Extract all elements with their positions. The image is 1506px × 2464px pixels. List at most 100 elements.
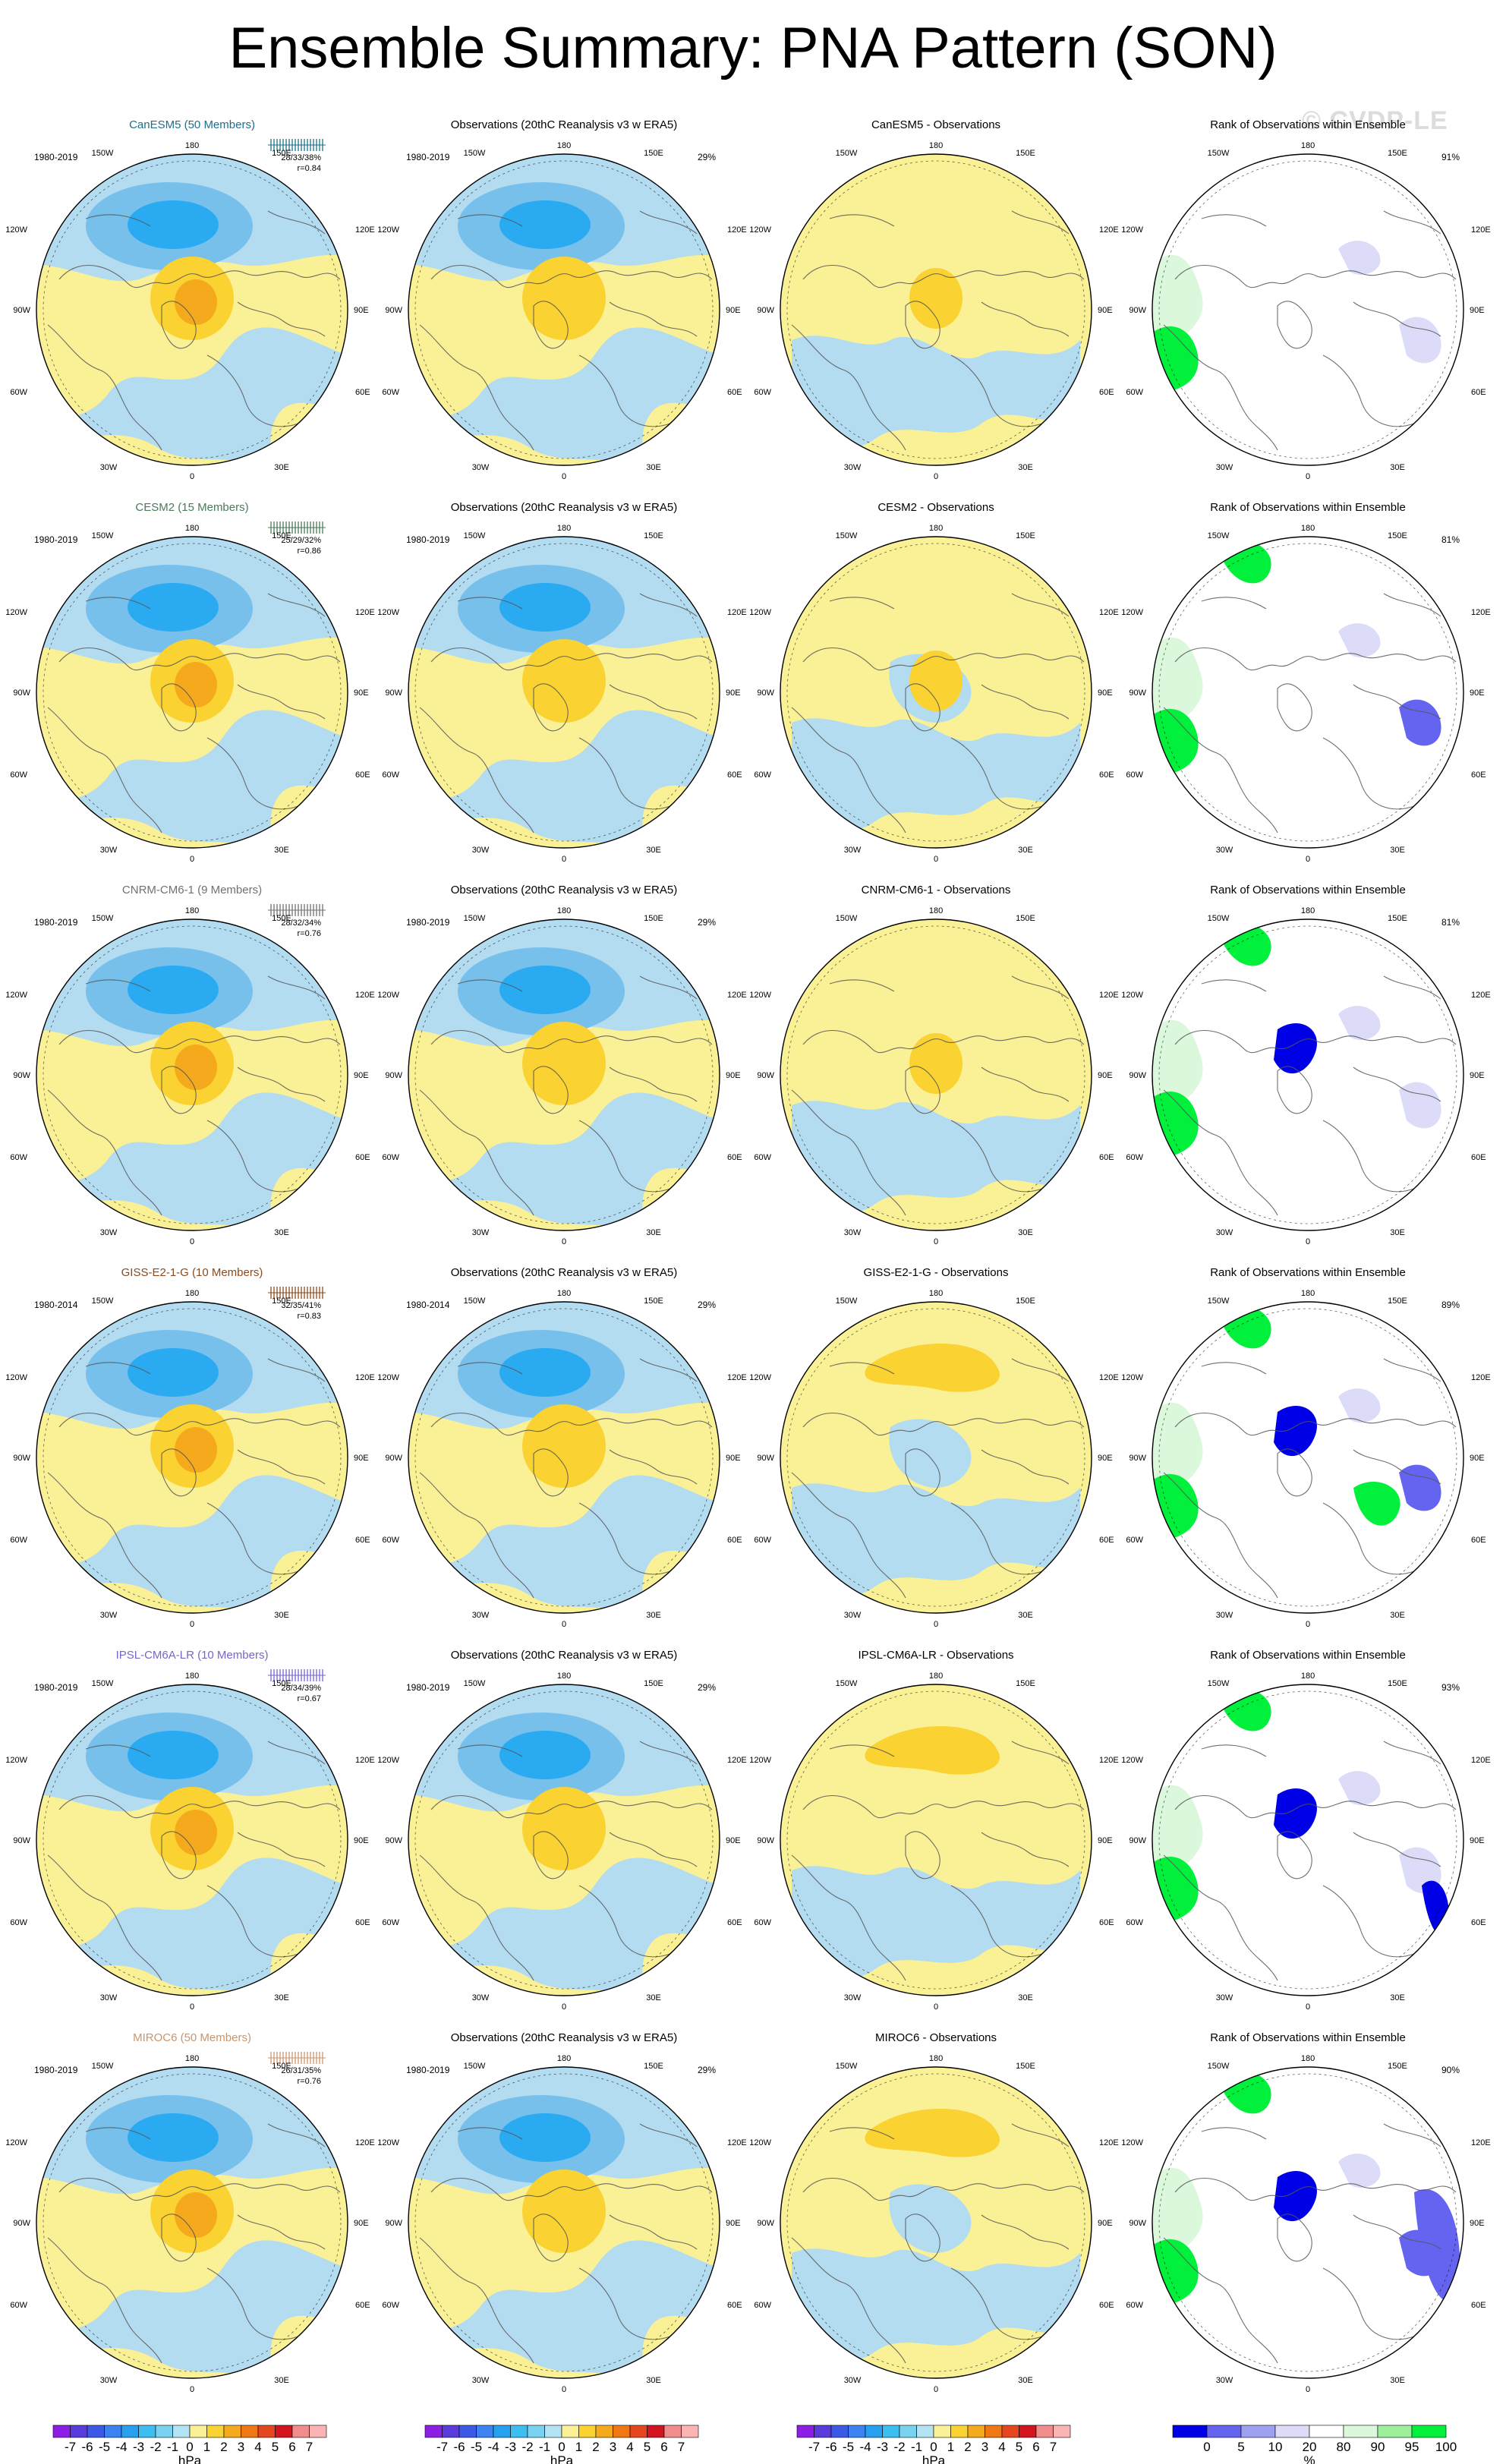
map-label-ll: 60W — [754, 1918, 771, 1927]
map-label-mr: 90E — [726, 1071, 741, 1080]
map-label-ml: 90W — [1129, 688, 1146, 698]
map-label-top: 180 — [185, 1672, 199, 1681]
map-label-bottom: 0 — [1306, 1620, 1310, 1629]
map-label-top: 180 — [557, 1289, 571, 1298]
obs-panel-title: Observations (20thC Reanalysis v3 w ERA5… — [451, 1649, 677, 1662]
map-label-ul: 120W — [749, 608, 771, 617]
map-label-ur: 120E — [1099, 225, 1119, 235]
colorbar-tick-label: 0 — [186, 2440, 193, 2454]
obs-percent: 29% — [698, 917, 716, 928]
map-label-lr: 60E — [355, 1153, 370, 1162]
map-label-ll: 60W — [754, 2301, 771, 2310]
colorbar-swatch — [1309, 2425, 1344, 2438]
map-label-bl: 30W — [472, 846, 490, 855]
map-label-ur: 120E — [727, 991, 747, 1000]
map-label-tl: 150W — [836, 149, 858, 158]
map-label-top: 180 — [1301, 141, 1315, 150]
map-label-lr: 60E — [1471, 1153, 1486, 1162]
colorbar-swatch — [629, 2425, 647, 2438]
map-label-ur: 120E — [1471, 225, 1491, 235]
rank-panel-title: Rank of Observations within Ensemble — [1210, 501, 1406, 514]
colorbar-tick-label: -3 — [505, 2440, 516, 2454]
map-label-bottom: 0 — [934, 472, 938, 481]
map-label-tr: 150E — [644, 2062, 663, 2071]
colorbar-swatch — [241, 2425, 259, 2438]
model-stats: 28/33/38% — [281, 153, 321, 162]
colorbar-tick-label: 100 — [1435, 2440, 1457, 2454]
map-label-tl: 150W — [836, 914, 858, 923]
map-label-bl: 30W — [472, 463, 490, 472]
colorbar-swatch — [52, 2425, 71, 2438]
map-label-ul: 120W — [749, 991, 771, 1000]
colorbar-tick-label: 95 — [1405, 2440, 1419, 2454]
map-label-ml: 90W — [13, 2219, 30, 2228]
map-label-ul: 120W — [1121, 1373, 1143, 1382]
obs-period: 1980-2019 — [406, 534, 450, 545]
member-spread-icon — [268, 904, 326, 916]
map-label-tl: 150W — [92, 531, 114, 540]
colorbar-tick-label: 1 — [203, 2440, 210, 2454]
map-label-br: 30E — [646, 2376, 661, 2385]
colorbar-swatch — [1035, 2425, 1054, 2438]
rank-percent: 89% — [1441, 1300, 1460, 1310]
map-label-ml: 90W — [757, 1071, 774, 1080]
colorbar-swatch — [899, 2425, 917, 2438]
map-label-br: 30E — [1018, 2376, 1033, 2385]
map-label-ll: 60W — [754, 1536, 771, 1545]
map-label-top: 180 — [929, 524, 943, 533]
map-label-tl: 150W — [464, 531, 486, 540]
map-label-bl: 30W — [100, 1228, 118, 1237]
colorbar-swatch — [291, 2425, 310, 2438]
map-label-ll: 60W — [10, 1536, 27, 1545]
colorbar-swatch — [189, 2425, 207, 2438]
map-label-lr: 60E — [727, 1918, 742, 1927]
colorbar-swatch — [865, 2425, 883, 2438]
map-label-br: 30E — [1018, 463, 1033, 472]
model-period: 1980-2014 — [34, 1300, 78, 1310]
map-label-bottom: 0 — [1306, 855, 1310, 864]
colorbar-tick-label: 10 — [1268, 2440, 1283, 2454]
map-label-bl: 30W — [844, 846, 862, 855]
colorbar-tick-label: -3 — [877, 2440, 888, 2454]
model-panel: CanESM5 (50 Members) 1980-2019 28/33/38% r=… — [5, 118, 374, 481]
colorbar-tick-label: 2 — [220, 2440, 227, 2454]
map-label-ll: 60W — [382, 1918, 399, 1927]
map-label-top: 180 — [185, 2054, 199, 2063]
colorbar-tick-label: 6 — [660, 2440, 667, 2454]
map-label-br: 30E — [646, 1993, 661, 2002]
colorbar-swatch — [1274, 2425, 1310, 2438]
map-label-bottom: 0 — [562, 1620, 566, 1629]
map-label-br: 30E — [274, 463, 289, 472]
map-label-mr: 90E — [354, 688, 369, 698]
map-label-tl: 150W — [92, 1297, 114, 1306]
map-label-mr: 90E — [1470, 306, 1485, 315]
colorbar-tick-label: -7 — [65, 2440, 76, 2454]
diff-panel: IPSL-CM6A-LR - Observations 180 0 150W 150E 1… — [749, 1649, 1118, 2012]
page-title: Ensemble Summary: PNA Pattern (SON) — [228, 16, 1278, 80]
colorbar-tick-label: 6 — [288, 2440, 295, 2454]
colorbar-tick-label: 7 — [678, 2440, 685, 2454]
map-label-ur: 120E — [355, 2138, 375, 2147]
colorbar-tick-label: -7 — [808, 2440, 820, 2454]
map-label-lr: 60E — [1471, 1536, 1486, 1545]
watermark: © CVDP-LE — [1302, 106, 1448, 135]
map-label-tl: 150W — [836, 2062, 858, 2071]
map-label-top: 180 — [557, 2054, 571, 2063]
colorbar-swatch — [663, 2425, 682, 2438]
map-label-ul: 120W — [1121, 608, 1143, 617]
obs-panel-title: Observations (20thC Reanalysis v3 w ERA5… — [451, 118, 677, 131]
map-label-bottom: 0 — [1306, 1237, 1310, 1246]
colorbar-swatch — [155, 2425, 173, 2438]
model-panel-title: IPSL-CM6A-LR (10 Members) — [116, 1649, 269, 1662]
map-label-bottom: 0 — [934, 1237, 938, 1246]
obs-panel: Observations (20thC Reanalysis v3 w ERA5… — [377, 884, 746, 1246]
map-label-mr: 90E — [1470, 2219, 1485, 2228]
map-label-bottom: 0 — [934, 855, 938, 864]
map-label-bottom: 0 — [562, 855, 566, 864]
colorbar-tick-label: 5 — [1016, 2440, 1022, 2454]
colorbar-swatch — [967, 2425, 985, 2438]
map-label-ul: 120W — [1121, 1756, 1143, 1765]
map-label-ml: 90W — [757, 1454, 774, 1463]
map-label-mr: 90E — [354, 2219, 369, 2228]
colorbar-tick-label: 1 — [947, 2440, 954, 2454]
